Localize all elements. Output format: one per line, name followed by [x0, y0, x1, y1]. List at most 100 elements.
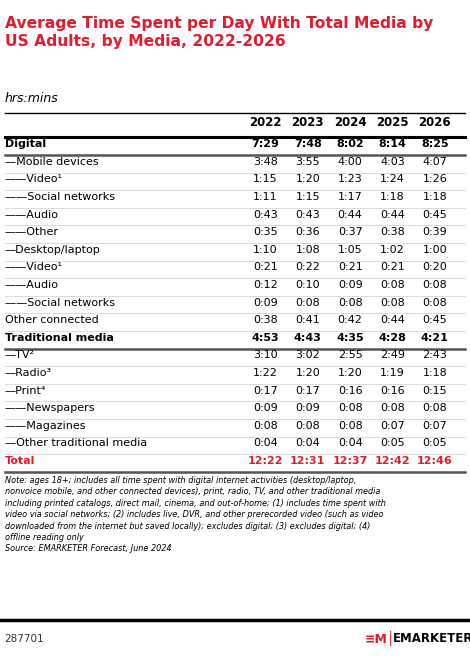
Text: 0:08: 0:08 — [423, 403, 447, 413]
Text: 1:23: 1:23 — [338, 174, 362, 185]
Text: 12:22: 12:22 — [248, 456, 283, 466]
Text: 0:04: 0:04 — [253, 438, 278, 449]
Text: 1:18: 1:18 — [423, 192, 447, 202]
Text: 0:08: 0:08 — [380, 298, 405, 307]
Text: 1:15: 1:15 — [253, 174, 278, 185]
Text: hrs:mins: hrs:mins — [5, 92, 58, 105]
Text: 0:44: 0:44 — [380, 210, 405, 219]
Text: 0:08: 0:08 — [380, 403, 405, 413]
Text: 1:26: 1:26 — [423, 174, 447, 185]
Text: 8:14: 8:14 — [378, 139, 407, 149]
Text: 4:35: 4:35 — [337, 333, 364, 343]
Text: 1:17: 1:17 — [338, 192, 362, 202]
Text: —Radio³: —Radio³ — [5, 368, 52, 378]
Text: Digital: Digital — [5, 139, 46, 149]
Text: 0:08: 0:08 — [338, 298, 362, 307]
Text: 1:15: 1:15 — [296, 192, 320, 202]
Text: 3:55: 3:55 — [296, 157, 320, 167]
Text: 287701: 287701 — [5, 633, 44, 644]
Text: 2:55: 2:55 — [338, 350, 362, 361]
Text: 2023: 2023 — [291, 116, 324, 129]
Text: 0:04: 0:04 — [296, 438, 320, 449]
Text: 3:48: 3:48 — [253, 157, 278, 167]
Text: 0:17: 0:17 — [296, 386, 320, 396]
Text: 0:15: 0:15 — [423, 386, 447, 396]
Text: 0:35: 0:35 — [253, 227, 278, 237]
Text: 3:02: 3:02 — [296, 350, 320, 361]
Text: 0:05: 0:05 — [423, 438, 447, 449]
Text: 3:10: 3:10 — [253, 350, 278, 361]
Text: 0:17: 0:17 — [253, 386, 278, 396]
Text: Note: ages 18+; includes all time spent with digital internet activities (deskto: Note: ages 18+; includes all time spent … — [5, 476, 385, 553]
Text: —Mobile devices: —Mobile devices — [5, 157, 98, 167]
Text: 1:22: 1:22 — [253, 368, 278, 378]
Text: 0:08: 0:08 — [380, 280, 405, 290]
Text: 1:00: 1:00 — [423, 245, 447, 255]
Text: 0:37: 0:37 — [338, 227, 362, 237]
Text: 0:12: 0:12 — [253, 280, 278, 290]
Text: Total: Total — [5, 456, 35, 466]
Text: 12:42: 12:42 — [375, 456, 410, 466]
Text: 2026: 2026 — [418, 116, 451, 129]
Text: 1:11: 1:11 — [253, 192, 278, 202]
Text: 1:02: 1:02 — [380, 245, 405, 255]
Text: 0:42: 0:42 — [338, 315, 362, 325]
Text: 8:25: 8:25 — [421, 139, 448, 149]
Text: 0:43: 0:43 — [296, 210, 320, 219]
Text: 0:08: 0:08 — [296, 421, 320, 431]
Text: 2025: 2025 — [376, 116, 409, 129]
Text: 8:02: 8:02 — [337, 139, 364, 149]
Text: 1:24: 1:24 — [380, 174, 405, 185]
Text: 0:20: 0:20 — [423, 262, 447, 273]
Text: EMARKETER: EMARKETER — [392, 632, 470, 645]
Text: 0:21: 0:21 — [253, 262, 278, 273]
Text: 0:08: 0:08 — [423, 298, 447, 307]
Text: 0:21: 0:21 — [338, 262, 362, 273]
Text: 0:16: 0:16 — [380, 386, 405, 396]
Text: 0:07: 0:07 — [423, 421, 447, 431]
Text: 0:09: 0:09 — [296, 403, 320, 413]
Text: 0:16: 0:16 — [338, 386, 362, 396]
Text: 1:18: 1:18 — [423, 368, 447, 378]
Text: ≡M│: ≡M│ — [364, 631, 395, 646]
Text: 0:08: 0:08 — [253, 421, 278, 431]
Text: ——Magazines: ——Magazines — [5, 421, 86, 431]
Text: —Desktop/laptop: —Desktop/laptop — [5, 245, 101, 255]
Text: 7:29: 7:29 — [251, 139, 280, 149]
Text: 0:39: 0:39 — [423, 227, 447, 237]
Text: 4:00: 4:00 — [338, 157, 362, 167]
Text: 4:07: 4:07 — [423, 157, 447, 167]
Text: 0:45: 0:45 — [423, 315, 447, 325]
Text: Other connected: Other connected — [5, 315, 98, 325]
Text: 0:22: 0:22 — [296, 262, 320, 273]
Text: 2022: 2022 — [249, 116, 282, 129]
Text: ——Social networks: ——Social networks — [5, 192, 115, 202]
Text: 0:38: 0:38 — [253, 315, 278, 325]
Text: 0:04: 0:04 — [338, 438, 362, 449]
Text: 0:05: 0:05 — [380, 438, 405, 449]
Text: 1:20: 1:20 — [338, 368, 362, 378]
Text: ——Newspapers: ——Newspapers — [5, 403, 95, 413]
Text: 4:43: 4:43 — [294, 333, 322, 343]
Text: Average Time Spent per Day With Total Media by
US Adults, by Media, 2022-2026: Average Time Spent per Day With Total Me… — [5, 16, 433, 49]
Text: ——Video¹: ——Video¹ — [5, 174, 63, 185]
Text: 2:49: 2:49 — [380, 350, 405, 361]
Text: 12:31: 12:31 — [290, 456, 326, 466]
Text: 0:44: 0:44 — [380, 315, 405, 325]
Text: 12:37: 12:37 — [332, 456, 368, 466]
Text: 0:08: 0:08 — [296, 298, 320, 307]
Text: 0:43: 0:43 — [253, 210, 278, 219]
Text: 0:41: 0:41 — [296, 315, 320, 325]
Text: 1:05: 1:05 — [338, 245, 362, 255]
Text: 12:46: 12:46 — [417, 456, 453, 466]
Text: —Other traditional media: —Other traditional media — [5, 438, 147, 449]
Text: ——Audio: ——Audio — [5, 210, 59, 219]
Text: 0:09: 0:09 — [253, 403, 278, 413]
Text: 4:03: 4:03 — [380, 157, 405, 167]
Text: 4:21: 4:21 — [421, 333, 449, 343]
Text: ——Other: ——Other — [5, 227, 59, 237]
Text: 0:45: 0:45 — [423, 210, 447, 219]
Text: 7:48: 7:48 — [294, 139, 322, 149]
Text: 1:10: 1:10 — [253, 245, 278, 255]
Text: 1:20: 1:20 — [296, 174, 320, 185]
